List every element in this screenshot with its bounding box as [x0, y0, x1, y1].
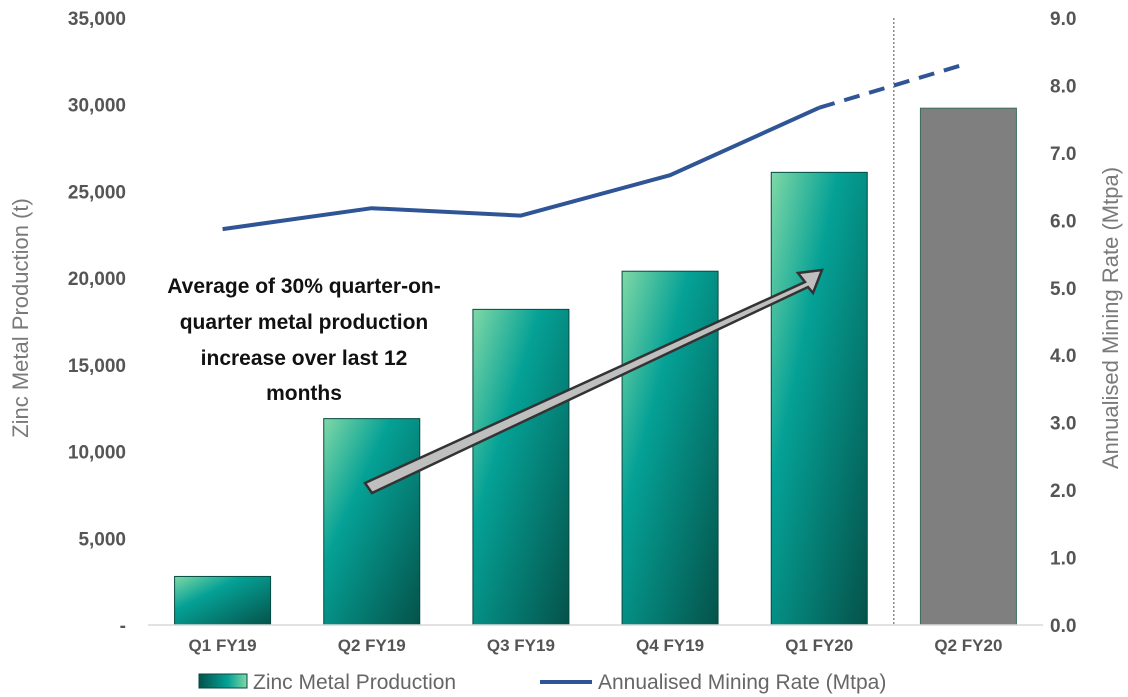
bar-q2-fy20 [919, 107, 1017, 626]
x-tick-label: Q2 FY20 [934, 636, 1002, 655]
x-axis-ticks: Q1 FY19 Q2 FY19 Q3 FY19 Q4 FY19 Q1 FY20 Q2 FY… [189, 636, 1003, 655]
y-axis-title: Zinc Metal Production (t) [8, 198, 33, 438]
y2-tick-label: 9.0 [1050, 9, 1076, 30]
y-tick-label: 5,000 [78, 529, 126, 550]
line-series [222, 61, 969, 232]
y2-tick-label: 3.0 [1050, 414, 1076, 435]
y2-axis-ticks: 0.0 1.0 2.0 3.0 4.0 5.0 6.0 7.0 8.0 9.0 [1050, 9, 1076, 637]
legend: Zinc Metal Production Annualised Mining … [198, 671, 886, 694]
mining-rate-line-forecast [818, 61, 969, 110]
x-tick-label: Q2 FY19 [338, 636, 406, 655]
y-tick-label: 35,000 [68, 9, 126, 30]
annotation-line-3: increase over last 12 [201, 347, 408, 370]
bar-q1-fy19 [174, 575, 272, 626]
y2-tick-label: 4.0 [1050, 346, 1076, 367]
y-tick-label: 25,000 [68, 182, 126, 203]
x-tick-label: Q4 FY19 [636, 636, 704, 655]
x-tick-label: Q3 FY19 [487, 636, 555, 655]
y-axis-ticks: - 5,000 10,000 15,000 20,000 25,000 30,000 35,0… [68, 9, 126, 637]
y-tick-label: 10,000 [68, 443, 126, 464]
legend-swatch-zinc [198, 673, 248, 689]
mining-rate-line-actual [222, 105, 821, 232]
x-tick-label: Q1 FY19 [189, 636, 257, 655]
y2-tick-label: 2.0 [1050, 481, 1076, 502]
y2-tick-label: 8.0 [1050, 76, 1076, 97]
bar-q2-fy19 [323, 418, 421, 626]
annotation-line-1: Average of 30% quarter-on- [167, 275, 440, 298]
x-tick-label: Q1 FY20 [785, 636, 853, 655]
y2-axis-title: Annualised Mining Rate (Mtpa) [1098, 167, 1123, 469]
legend-label-zinc: Zinc Metal Production [253, 671, 456, 694]
y2-tick-label: 0.0 [1050, 616, 1076, 637]
annotation-line-2: quarter metal production [180, 311, 429, 334]
y2-tick-label: 1.0 [1050, 549, 1076, 570]
y2-tick-label: 7.0 [1050, 144, 1076, 165]
trend-arrow [363, 268, 824, 495]
y2-tick-label: 5.0 [1050, 279, 1076, 300]
y-tick-label: - [120, 616, 126, 637]
y-tick-label: 30,000 [68, 96, 126, 117]
bar-q1-fy20 [770, 171, 868, 626]
bar-series [174, 107, 1017, 626]
y-tick-label: 20,000 [68, 269, 126, 290]
legend-label-mining-rate: Annualised Mining Rate (Mtpa) [598, 671, 886, 694]
y2-tick-label: 6.0 [1050, 211, 1076, 232]
y-tick-label: 15,000 [68, 356, 126, 377]
annotation-line-4: months [266, 382, 342, 405]
bar-q3-fy19 [472, 308, 570, 626]
bar-q4-fy19 [621, 270, 719, 626]
